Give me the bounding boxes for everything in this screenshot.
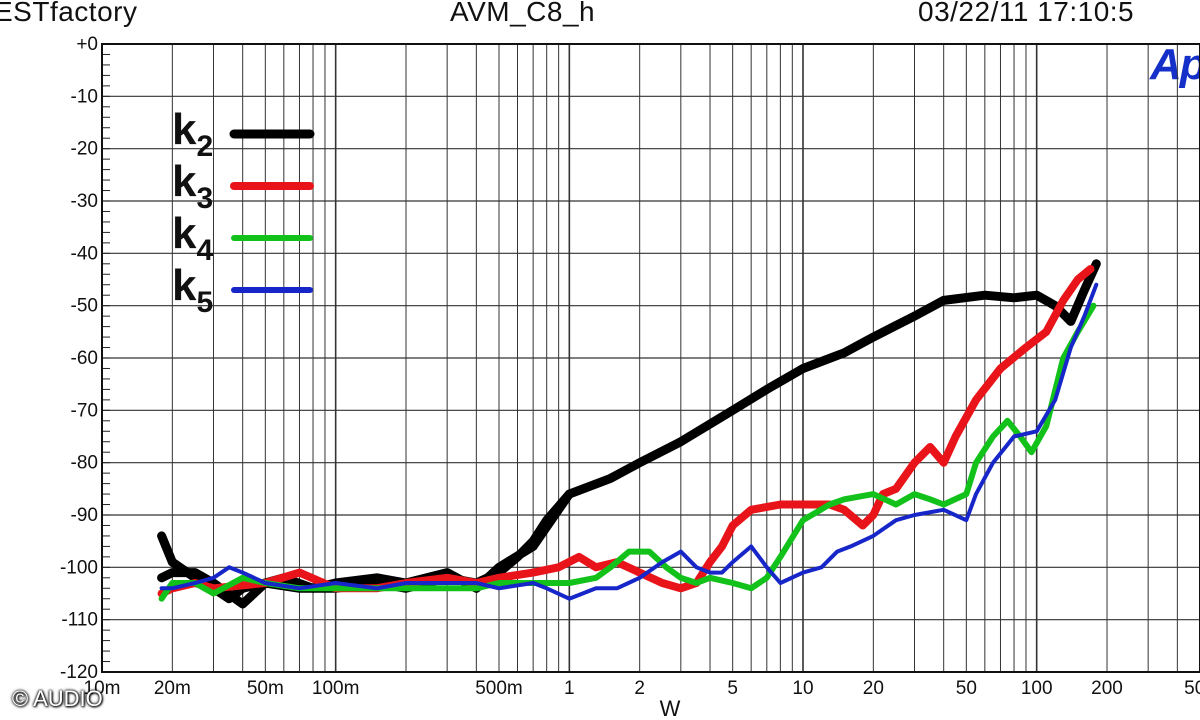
legend-label-k5: k5	[172, 261, 213, 319]
legend-label-k4: k4	[172, 209, 213, 267]
y-tick-label: -100	[60, 557, 98, 578]
y-tick-label: -40	[71, 243, 98, 264]
y-tick-label: -90	[71, 505, 98, 526]
brand-logo-fragment: Ap	[1150, 40, 1200, 89]
y-tick-label: -30	[71, 191, 98, 212]
x-axis-label: W	[660, 696, 681, 720]
x-tick-label: 20m	[154, 678, 191, 699]
copyright-watermark: © AUDIO	[12, 686, 103, 711]
y-tick-label: -50	[71, 296, 98, 317]
x-tick-label: 1	[564, 678, 575, 699]
y-tick-label: -70	[71, 400, 98, 421]
legend-label-k3: k3	[172, 157, 213, 215]
x-tick-label: 100	[1021, 678, 1053, 699]
series-line-k5	[159, 282, 1099, 601]
header-measurement-name: AVM_C8_h	[450, 0, 596, 27]
series-line-k3	[157, 265, 1095, 598]
y-tick-label: -20	[71, 139, 98, 160]
x-tick-label: 2	[634, 678, 645, 699]
x-tick-label: 50m	[247, 678, 284, 699]
x-tick-label: 500	[1184, 678, 1200, 699]
x-tick-label: 100m	[312, 678, 360, 699]
x-tick-label: 20	[863, 678, 884, 699]
series-lines	[157, 259, 1101, 609]
y-tick-label: -60	[71, 348, 98, 369]
x-tick-label: 5	[727, 678, 738, 699]
y-tick-label: -110	[61, 610, 98, 631]
header-left-text: ESTfactory	[0, 0, 138, 27]
y-axis-ticks: +0 -10 -20 -30 -40 -50 -60 -70 -80 -90 -100 -110 -12…	[60, 34, 98, 683]
legend-label-k2: k2	[172, 105, 213, 163]
x-tick-label: 200	[1091, 678, 1123, 699]
x-tick-label: 50	[956, 678, 977, 699]
y-tick-label: -120	[60, 662, 98, 683]
y-tick-label: -80	[71, 453, 98, 474]
y-tick-label: -10	[71, 86, 98, 107]
x-tick-label: 500m	[475, 678, 523, 699]
series-line-k4	[158, 302, 1097, 602]
x-tick-label: 10	[792, 678, 813, 699]
x-axis-ticks: 10m 20m 50m 100m 500m 1 2 5 10 20 50 100 200 500	[84, 678, 1200, 699]
plot-frame	[101, 43, 1200, 673]
y-tick-label: +0	[76, 34, 98, 55]
x-tick-label: 10m	[84, 678, 121, 699]
header-timestamp: 03/22/11 17:10:5	[918, 0, 1135, 27]
